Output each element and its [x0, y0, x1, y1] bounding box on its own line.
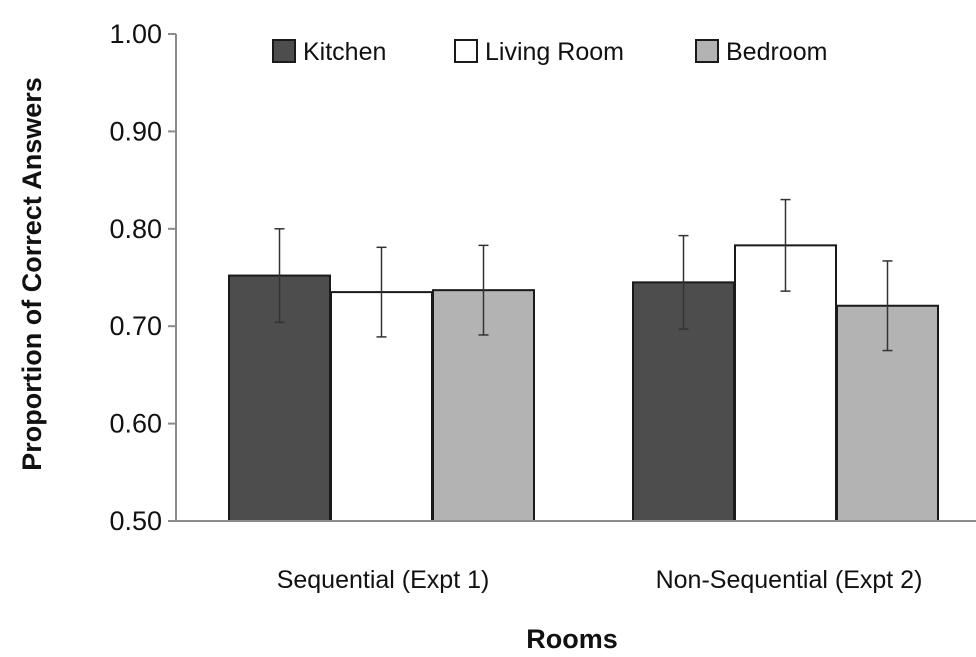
y-axis-title: Proportion of Correct Answers — [17, 77, 47, 471]
y-tick-label: 0.90 — [109, 116, 162, 146]
legend-label: Bedroom — [726, 38, 827, 66]
x-axis-title: Rooms — [526, 624, 618, 654]
y-axis-ticks: 0.50 0.60 0.70 0.80 0.90 1.00 — [109, 19, 176, 536]
legend-label: Living Room — [485, 38, 624, 66]
x-axis-category-labels: Sequential (Expt 1) Non-Sequential (Expt … — [277, 566, 923, 594]
legend-swatch-living-room — [455, 40, 477, 62]
bars-group — [229, 245, 938, 521]
y-tick-label: 0.80 — [109, 214, 162, 244]
y-tick-label: 0.70 — [109, 311, 162, 341]
x-category-label: Non-Sequential (Expt 2) — [656, 566, 923, 594]
y-tick-label: 0.60 — [109, 409, 162, 439]
legend: Kitchen Living Room Bedroom — [273, 38, 827, 66]
legend-label: Kitchen — [303, 38, 386, 66]
legend-swatch-bedroom — [696, 40, 718, 62]
legend-swatch-kitchen — [273, 40, 295, 62]
y-tick-label: 1.00 — [109, 19, 162, 49]
y-tick-label: 0.50 — [109, 506, 162, 536]
x-category-label: Sequential (Expt 1) — [277, 566, 490, 594]
